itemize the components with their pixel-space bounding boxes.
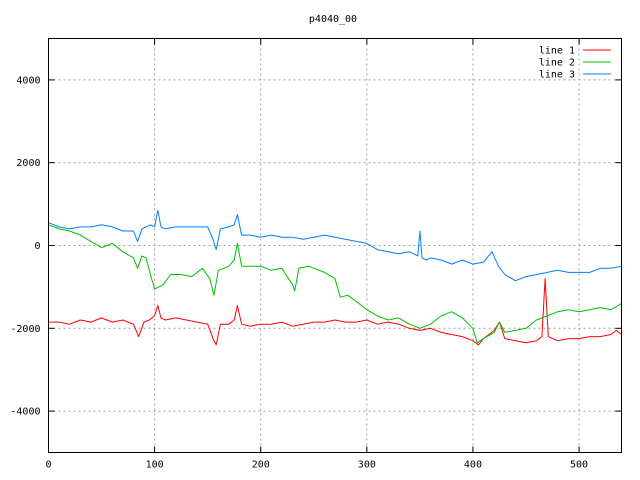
series-line-1: [48, 278, 622, 346]
series-lines: [48, 209, 622, 346]
y-tick-label: 0: [34, 241, 40, 252]
y-tick-label: 2000: [16, 158, 40, 169]
x-tick-label: 300: [358, 460, 376, 471]
grid: [48, 38, 622, 453]
x-tick-label: 500: [570, 460, 588, 471]
series-line-3: [48, 209, 622, 282]
y-tick-label: 4000: [16, 75, 40, 86]
y-tick-label: -4000: [10, 407, 40, 418]
y-tick-label: -2000: [10, 324, 40, 335]
x-tick-label: 100: [146, 460, 164, 471]
x-tick-label: 200: [252, 460, 270, 471]
x-tick-label: 0: [45, 460, 51, 471]
series-line-2: [48, 224, 622, 344]
chart-title: p4040_00: [309, 14, 357, 25]
legend-label-1: line 1: [539, 46, 575, 57]
legend-label-3: line 3: [539, 70, 575, 81]
axis-ticks: 0 100 200 300 400 500 -4000 -2000 0 2000 4000: [10, 38, 622, 471]
x-tick-label: 400: [464, 460, 482, 471]
legend-label-2: line 2: [539, 58, 575, 69]
